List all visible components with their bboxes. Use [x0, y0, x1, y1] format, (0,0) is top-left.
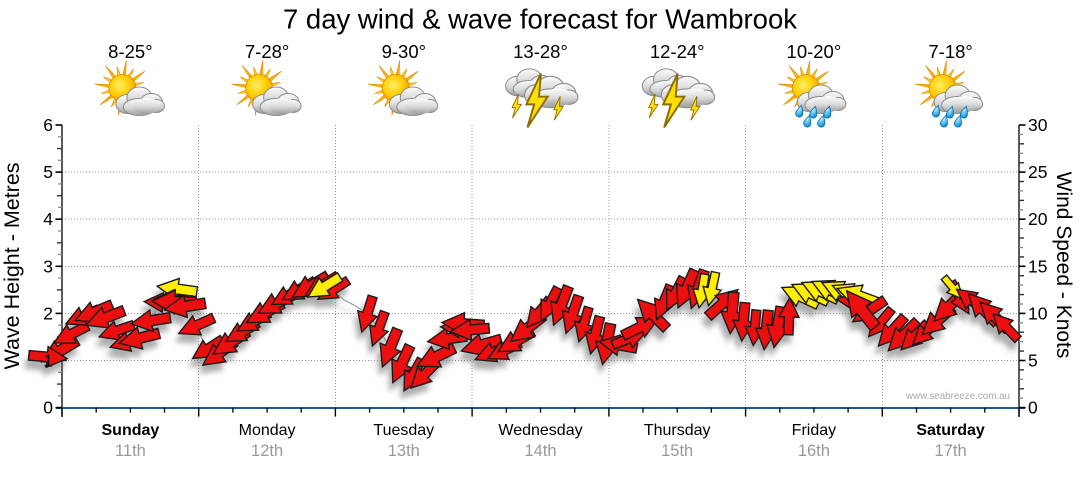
svg-text:Wind Speed - Knots: Wind Speed - Knots: [1052, 172, 1075, 359]
svg-text:15: 15: [1028, 256, 1047, 276]
svg-text:16th: 16th: [798, 442, 830, 460]
svg-text:2: 2: [43, 303, 53, 323]
svg-text:17th: 17th: [935, 442, 967, 460]
svg-text:Friday: Friday: [792, 422, 836, 439]
svg-text:10: 10: [1028, 303, 1048, 323]
svg-text:1: 1: [43, 351, 53, 371]
svg-text:Thursday: Thursday: [644, 422, 711, 439]
svg-text:12-24°: 12-24°: [650, 41, 705, 62]
svg-text:Wave Height - Metres: Wave Height - Metres: [0, 162, 24, 369]
svg-text:7 day wind & wave forecast for: 7 day wind & wave forecast for Wambrook: [283, 4, 797, 35]
svg-text:Wednesday: Wednesday: [498, 422, 582, 439]
svg-text:5: 5: [43, 162, 53, 182]
svg-text:Sunday: Sunday: [102, 422, 160, 439]
svg-text:7-28°: 7-28°: [245, 41, 289, 62]
svg-text:20: 20: [1028, 209, 1048, 229]
svg-text:14th: 14th: [524, 442, 556, 460]
svg-text:13th: 13th: [388, 442, 420, 460]
svg-text:10-20°: 10-20°: [787, 41, 842, 62]
svg-text:11th: 11th: [115, 442, 146, 460]
svg-text:13-28°: 13-28°: [513, 41, 568, 62]
svg-text:7-18°: 7-18°: [928, 41, 972, 62]
svg-text:30: 30: [1028, 115, 1048, 135]
svg-text:5: 5: [1028, 351, 1038, 371]
svg-text:www.seabreeze.com.au: www.seabreeze.com.au: [905, 391, 1010, 402]
svg-text:9-30°: 9-30°: [382, 41, 426, 62]
svg-text:15th: 15th: [661, 442, 693, 460]
svg-text:Monday: Monday: [239, 422, 296, 439]
svg-text:6: 6: [43, 115, 53, 135]
svg-text:3: 3: [43, 256, 53, 276]
svg-text:Tuesday: Tuesday: [373, 422, 434, 439]
svg-text:0: 0: [43, 398, 53, 418]
svg-text:Saturday: Saturday: [916, 422, 985, 439]
svg-text:4: 4: [43, 209, 53, 229]
svg-text:8-25°: 8-25°: [108, 41, 152, 62]
svg-text:25: 25: [1028, 162, 1047, 182]
svg-text:12th: 12th: [251, 442, 283, 460]
svg-text:0: 0: [1028, 398, 1038, 418]
